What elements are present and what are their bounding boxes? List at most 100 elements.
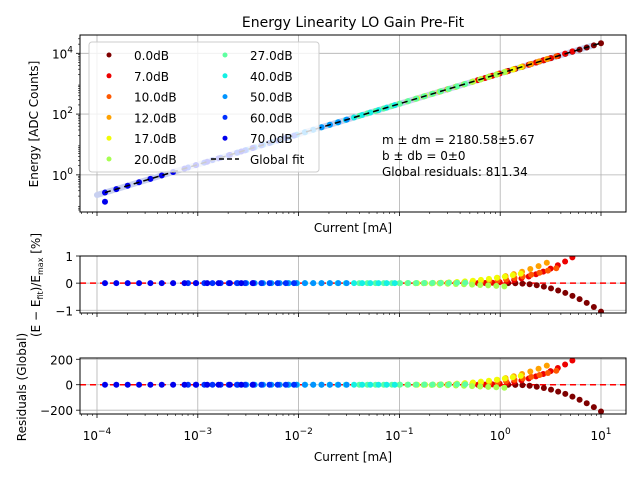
data-points: [101, 358, 604, 414]
data-point: [555, 287, 562, 294]
data-point: [359, 381, 366, 388]
data-point: [274, 280, 281, 287]
data-point: [413, 280, 420, 287]
data-point: [544, 369, 551, 376]
data-point: [569, 358, 576, 364]
data-point: [397, 100, 404, 107]
data-point: [485, 282, 492, 289]
data-point: [569, 292, 576, 299]
legend-box: [88, 41, 320, 173]
data-point: [562, 289, 569, 296]
legend-marker: [222, 94, 228, 100]
data-point: [282, 381, 289, 388]
data-point: [367, 109, 374, 116]
legend-label: Global fit: [250, 153, 305, 167]
data-point: [540, 384, 547, 391]
data-point: [454, 83, 461, 90]
data-point: [101, 198, 108, 205]
x-tick-label: 100: [490, 427, 511, 443]
data-point: [527, 266, 534, 273]
data-point: [445, 85, 452, 92]
data-point: [290, 280, 297, 287]
data-point: [158, 280, 165, 287]
data-point: [445, 279, 452, 286]
data-point: [469, 383, 476, 390]
data-point: [569, 256, 576, 261]
data-point: [485, 377, 492, 384]
data-point: [318, 280, 325, 287]
data-point: [318, 381, 325, 388]
data-point: [598, 408, 604, 414]
data-point: [147, 175, 154, 182]
data-point: [583, 400, 590, 407]
data-point: [226, 280, 233, 287]
legend-marker: [222, 135, 228, 141]
data-point: [318, 124, 325, 131]
data-point: [209, 280, 216, 287]
data-point: [383, 381, 390, 388]
data-point: [517, 270, 524, 277]
data-point: [445, 381, 452, 388]
data-point: [437, 279, 444, 286]
data-point: [517, 372, 524, 379]
y-tick-label: 0: [65, 379, 73, 393]
legend-label: 60.0dB: [250, 111, 293, 125]
data-point: [437, 381, 444, 388]
data-point: [326, 381, 333, 388]
x-tick-label: 10−3: [184, 427, 213, 443]
data-point: [391, 381, 398, 388]
y-tick-label: 104: [52, 45, 73, 61]
data-point: [533, 282, 540, 289]
data-point: [147, 381, 154, 388]
data-point: [113, 381, 120, 388]
data-point: [493, 384, 500, 391]
data-point: [527, 368, 534, 375]
y-tick-label: 102: [52, 106, 73, 122]
data-point: [258, 280, 265, 287]
data-point: [258, 381, 265, 388]
legend: 0.0dB 7.0dB 10.0dB 12.0dB 17.0dB 20.0dB 27.0dB…: [88, 41, 320, 173]
top-ylabel: Energy [ADC Counts]: [27, 61, 41, 188]
data-point: [326, 280, 333, 287]
data-point: [454, 381, 461, 388]
data-point: [509, 374, 516, 381]
relative-residual-plot: −1 0 1: [55, 250, 627, 318]
data-point: [215, 280, 222, 287]
data-point: [391, 280, 398, 287]
data-point: [282, 280, 289, 287]
data-point: [209, 381, 216, 388]
y-tick-label: 200: [50, 353, 73, 367]
data-point: [113, 280, 120, 287]
data-point: [543, 259, 550, 266]
data-point: [519, 382, 526, 389]
data-point: [543, 362, 550, 369]
legend-marker: [106, 73, 112, 79]
data-point: [462, 381, 469, 388]
legend-label: 0.0dB: [134, 49, 169, 63]
data-point: [101, 280, 108, 287]
data-point: [343, 280, 350, 287]
data-point: [367, 381, 374, 388]
data-point: [535, 365, 542, 372]
annotation-residuals: Global residuals: 811.34: [382, 165, 528, 179]
data-point: [249, 280, 256, 287]
data-point: [493, 282, 500, 289]
data-point: [553, 367, 560, 374]
data-point: [501, 375, 508, 382]
data-point: [526, 281, 533, 288]
data-point: [413, 381, 420, 388]
legend-label: 27.0dB: [250, 49, 293, 63]
data-point: [509, 272, 516, 279]
data-point: [598, 40, 604, 47]
data-point: [136, 280, 143, 287]
data-point: [310, 381, 317, 388]
data-point: [462, 279, 469, 286]
data-point: [493, 376, 500, 383]
data-point: [598, 308, 604, 313]
data-point: [553, 265, 560, 272]
data-point: [274, 381, 281, 388]
data-point: [535, 263, 542, 270]
global-residual-plot: −200 0 200 10−4 10−3 10−2 10−1 100 101: [40, 353, 627, 443]
x-tick-label: 10−1: [385, 427, 414, 443]
